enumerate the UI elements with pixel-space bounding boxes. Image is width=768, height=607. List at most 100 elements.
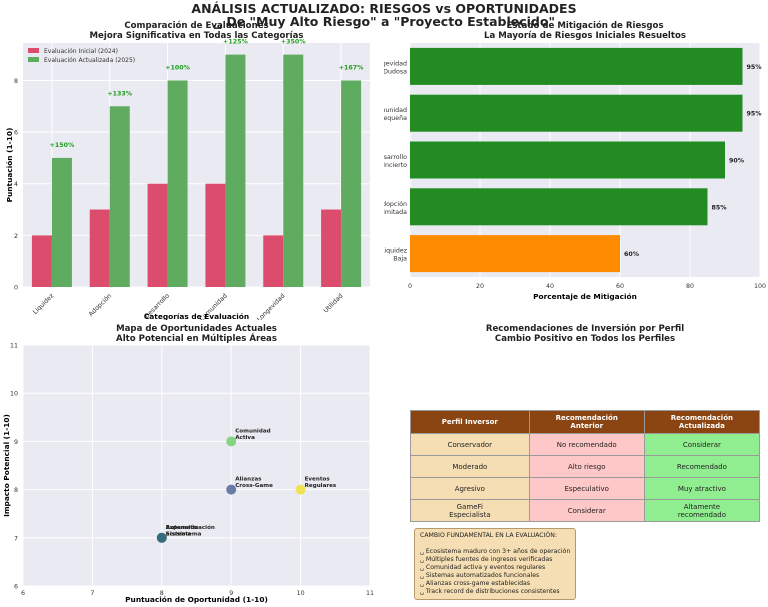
x-tick-label: Adopción — [87, 292, 113, 318]
point-label: Comunidad Activa — [235, 428, 270, 441]
mitigation-bar — [410, 188, 708, 226]
y-tick-label: LongevidadDudosa — [384, 60, 407, 75]
improvement-label: +100% — [165, 64, 190, 71]
bar-updated — [109, 106, 130, 287]
x-tick-label: Liquidez — [32, 292, 56, 316]
table-row: Agresivo Especulativo Muy atractivo — [410, 477, 761, 500]
x-tick-label: 6 — [21, 590, 25, 597]
x-tick-label: 80 — [686, 283, 694, 290]
mitigation-bar — [410, 141, 725, 179]
recommendations-title-line2: Cambio Positivo en Todos los Perfiles — [494, 333, 676, 344]
mitigation-bar — [410, 235, 620, 273]
recommendations-table: Perfil Inversor Recomendación Anterior Reco… — [410, 410, 761, 522]
bar-value-label: 60% — [624, 251, 640, 258]
legend-swatch — [28, 48, 39, 53]
y-axis-label: Puntuación (1-10) — [5, 128, 14, 203]
y-tick-label: LiquidezBaja — [384, 248, 408, 263]
main-title-line1: ANÁLISIS ACTUALIZADO: RIESGOS vs OPORTUN… — [191, 1, 577, 16]
bar-updated — [341, 80, 362, 288]
mitigation-bar-chart: 0 20 40 60 80 100 95% LongevidadDudosa 95% Comuni… — [384, 43, 766, 301]
opportunity-scatter-chart: 6 7 8 9 10 11 6 7 8 9 10 11 Comunidad Activa Alianzas C… — [2, 343, 374, 605]
y-tick-label: ComunidadPequeña — [384, 107, 407, 122]
y-tick-label: 4 — [14, 181, 18, 188]
bar-value-label: 85% — [712, 204, 728, 211]
evaluation-change-note: CAMBIO FUNDAMENTAL EN LA EVALUACIÓN: ␣ E… — [414, 528, 577, 600]
table-cell: GameFi Especialista — [410, 499, 530, 522]
table-cell: Muy atractivo — [643, 477, 761, 500]
improvement-label: +133% — [107, 90, 132, 97]
y-axis-label: Impacto Potencial (1-10) — [2, 414, 11, 517]
mitigation-chart-title: Estado de Mitigación de Riesgos La Mayor… — [410, 21, 760, 41]
plot-area — [23, 43, 370, 287]
mitigation-bar — [410, 94, 743, 132]
bar-updated — [225, 54, 246, 287]
x-tick-label: 11 — [366, 590, 374, 597]
point-label: Alianzas Cross-Game — [235, 477, 273, 490]
x-tick-label: 20 — [476, 283, 484, 290]
scatter-point — [226, 484, 237, 495]
table-cell: Altamente recomendado — [643, 499, 761, 522]
bar-updated — [283, 54, 304, 287]
table-header-cell: Perfil Inversor — [410, 410, 530, 434]
recommendations-title-line1: Recomendaciones de Inversión por Perfil — [485, 324, 685, 334]
comparison-chart-title: Comparación de Evaluaciones Mejora Signi… — [23, 21, 370, 41]
legend-label: Evaluación Actualizada (2025) — [44, 57, 135, 64]
bar-initial — [263, 235, 284, 287]
table-cell: Considerar — [643, 433, 761, 456]
scatter-point — [156, 532, 167, 543]
x-tick-label: 100 — [754, 283, 766, 290]
table-header-cell: Recomendación Anterior — [528, 410, 645, 434]
bar-initial — [31, 235, 52, 287]
y-tick-label: DesarrolloIncierto — [384, 154, 407, 169]
bar-initial — [147, 183, 168, 287]
bar-updated — [51, 157, 72, 287]
x-axis-label: Categorías de Evaluación — [144, 312, 249, 320]
bar-initial — [321, 209, 342, 287]
x-tick-label: 0 — [408, 283, 412, 290]
opportunity-map-title-line2: Alto Potencial en Múltiples Áreas — [116, 333, 277, 344]
improvement-label: +150% — [50, 142, 75, 149]
point-label: Automatización Sistema — [166, 524, 215, 538]
x-tick-label: 8 — [160, 590, 164, 597]
y-tick-label: 8 — [14, 487, 18, 494]
table-cell: Agresivo — [410, 477, 530, 500]
scatter-point — [295, 484, 306, 495]
y-tick-label: 6 — [14, 130, 18, 137]
x-tick-label: 60 — [616, 283, 624, 290]
mitigation-chart-title-line2: La Mayoría de Riesgos Iniciales Resuelto… — [483, 30, 687, 41]
table-row: GameFi Especialista Considerar Altamente rec… — [410, 499, 761, 522]
x-axis-label: Puntuación de Oportunidad (1-10) — [125, 595, 268, 604]
legend-label: Evaluación Inicial (2024) — [44, 48, 118, 55]
table-cell: Alto riesgo — [528, 455, 645, 478]
x-tick-label: 40 — [546, 283, 554, 290]
table-header-cell: Recomendación Actualizada — [643, 410, 761, 434]
main-title-line2: ␣ De "Muy Alto Riesgo" a "Proyecto Estab… — [213, 14, 555, 29]
y-tick-label: 7 — [14, 535, 18, 542]
y-tick-label: AdopciónLimitada — [384, 200, 407, 216]
point-label: Eventos Regulares — [305, 477, 337, 490]
main-title: ANÁLISIS ACTUALIZADO: RIESGOS vs OPORTUN… — [0, 2, 768, 28]
x-tick-label: 10 — [297, 590, 305, 597]
table-cell: Recomendado — [643, 455, 761, 478]
opportunity-map-title: Mapa de Oportunidades Actuales Alto Pote… — [23, 324, 370, 344]
opportunity-map-title-line1: Mapa de Oportunidades Actuales — [116, 324, 277, 334]
legend-swatch — [28, 57, 39, 62]
comparison-chart-title-line1: Comparación de Evaluaciones — [124, 21, 269, 31]
y-tick-label: 11 — [10, 343, 18, 350]
table-row: Conservador No recomendado Considerar — [410, 433, 761, 456]
comparison-bar-chart: 02468+150%Liquidez+133%Adopción+100%Desa… — [5, 39, 370, 320]
bar-value-label: 95% — [747, 111, 763, 118]
bar-updated — [167, 80, 188, 288]
table-cell: Especulativo — [528, 477, 645, 500]
point-label: Expansión Ecosistema — [166, 524, 202, 538]
scatter-point — [226, 436, 237, 447]
x-axis-label: Porcentaje de Mitigación — [533, 292, 637, 301]
mitigation-chart-title-line1: Estado de Mitigación de Riesgos — [506, 21, 664, 31]
table-cell: Conservador — [410, 433, 530, 456]
recommendations-body: Conservador No recomendado Considerar Moder… — [410, 433, 761, 522]
y-tick-label: 9 — [14, 439, 18, 446]
x-tick-label: Utilidad — [322, 292, 344, 314]
improvement-label: +167% — [339, 64, 364, 71]
x-tick-label: 7 — [90, 590, 94, 597]
y-tick-label: 2 — [14, 233, 18, 240]
